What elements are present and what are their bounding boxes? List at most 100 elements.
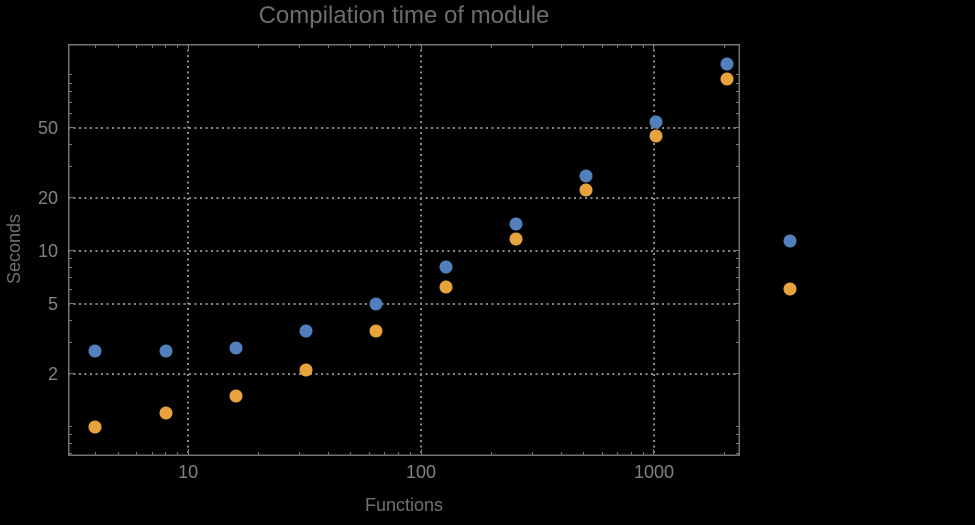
x-tick-top-20 [257, 44, 259, 48]
x-tick-9 [176, 452, 178, 456]
x-tick-top-800 [630, 44, 632, 48]
x-tick-top-400 [560, 44, 562, 48]
x-tick-10 [187, 449, 189, 456]
y-tick-40 [68, 144, 72, 146]
y-tick-right-4 [736, 320, 740, 322]
x-tick-top-50 [350, 44, 352, 48]
data-point-series-1-blue-x128 [439, 260, 453, 274]
x-tick-40 [327, 452, 329, 456]
x-tick-top-300 [531, 44, 533, 48]
x-tick-700 [617, 452, 619, 456]
y-tick-0.8 [68, 443, 72, 445]
x-tick-top-6 [135, 44, 137, 48]
x-tick-90 [409, 452, 411, 456]
y-tick-9 [68, 258, 72, 260]
y-tick-7 [68, 277, 72, 279]
y-tick-80 [68, 91, 72, 93]
y-tick-right-0.8 [736, 443, 740, 445]
x-tick-top-1000 [653, 44, 655, 51]
x-tick-8 [165, 452, 167, 456]
data-point-series-2-orange-x8 [159, 406, 173, 420]
data-point-series-2-orange-x4 [88, 420, 102, 434]
x-tick-4 [94, 452, 96, 456]
y-tick-0.7000000000000001 [68, 453, 72, 455]
y-tick-90 [68, 82, 72, 84]
x-tick-top-80 [397, 44, 399, 48]
x-tick-top-900 [642, 44, 644, 48]
data-point-series-1-blue-x256 [509, 217, 523, 231]
y-tick-3 [68, 342, 72, 344]
x-tick-2000 [723, 452, 725, 456]
y-tick-right-3 [736, 342, 740, 344]
y-tick-10 [68, 250, 75, 252]
y-tick-0.9 [68, 434, 72, 436]
y-tick-20 [68, 197, 75, 199]
data-point-series-2-orange-x32 [299, 363, 313, 377]
y-tick-label-10: 10 [37, 240, 58, 261]
y-tick-right-80 [736, 91, 740, 93]
legend-marker-series-2-orange [783, 282, 797, 296]
data-point-series-1-blue-x4 [88, 344, 102, 358]
data-point-series-1-blue-x64 [369, 297, 383, 311]
data-point-series-2-orange-x64 [369, 324, 383, 338]
x-tick-top-600 [601, 44, 603, 48]
x-tick-1000 [653, 449, 655, 456]
y-tick-right-60 [736, 113, 740, 115]
x-tick-label-100: 100 [406, 462, 437, 482]
x-tick-top-9 [176, 44, 178, 48]
data-point-series-2-orange-x1024 [649, 129, 663, 143]
x-tick-top-5 [117, 44, 119, 48]
y-tick-label-50: 50 [37, 117, 58, 138]
plot-frame [68, 44, 740, 456]
y-tick-right-9 [736, 258, 740, 260]
x-tick-top-4 [94, 44, 96, 48]
y-tick-right-20 [733, 197, 740, 199]
x-tick-7 [151, 452, 153, 456]
x-tick-6 [135, 452, 137, 456]
gridline-y-2 [68, 372, 740, 375]
x-tick-600 [601, 452, 603, 456]
legend-marker-series-1-blue [783, 234, 797, 248]
x-tick-top-30 [298, 44, 300, 48]
y-tick-right-8 [736, 267, 740, 269]
x-tick-30 [298, 452, 300, 456]
x-tick-60 [368, 452, 370, 456]
x-tick-500 [583, 452, 585, 456]
y-tick-8 [68, 267, 72, 269]
x-tick-20 [257, 452, 259, 456]
y-tick-2 [68, 373, 75, 375]
x-tick-400 [560, 452, 562, 456]
y-tick-6 [68, 289, 72, 291]
y-tick-50 [68, 127, 75, 129]
data-point-series-2-orange-x16 [229, 389, 243, 403]
x-tick-800 [630, 452, 632, 456]
y-tick-right-1 [736, 426, 740, 428]
y-tick-60 [68, 113, 72, 115]
gridline-y-10 [68, 249, 740, 252]
y-tick-label-2: 2 [47, 363, 58, 384]
x-tick-200 [490, 452, 492, 456]
y-tick-label-20: 20 [37, 187, 58, 208]
chart-title: Compilation time of module [258, 2, 550, 29]
y-tick-right-7 [736, 277, 740, 279]
x-tick-70 [384, 452, 386, 456]
x-tick-100 [420, 449, 422, 456]
data-point-series-2-orange-x256 [509, 232, 523, 246]
y-tick-30 [68, 166, 72, 168]
x-tick-50 [350, 452, 352, 456]
x-tick-label-1000: 1000 [633, 462, 674, 482]
y-tick-right-5 [733, 303, 740, 305]
x-tick-top-8 [165, 44, 167, 48]
data-point-series-1-blue-x2048 [720, 57, 734, 71]
y-tick-right-0.7000000000000001 [736, 453, 740, 455]
y-tick-right-6 [736, 289, 740, 291]
x-tick-5 [117, 452, 119, 456]
x-tick-top-40 [327, 44, 329, 48]
y-tick-right-2 [733, 373, 740, 375]
y-tick-1 [68, 426, 72, 428]
y-tick-right-50 [733, 127, 740, 129]
y-tick-right-100 [736, 74, 740, 76]
x-tick-900 [642, 452, 644, 456]
x-tick-top-500 [583, 44, 585, 48]
